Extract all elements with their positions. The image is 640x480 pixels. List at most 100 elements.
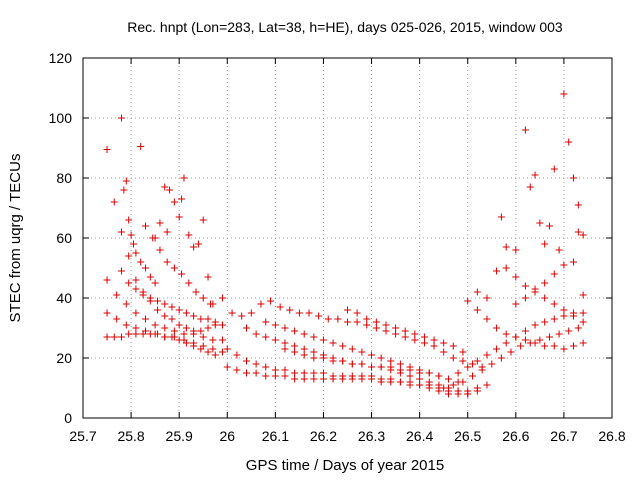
- data-point: [387, 357, 395, 365]
- data-point: [502, 330, 510, 338]
- data-point: [406, 381, 414, 389]
- data-point: [565, 327, 573, 335]
- data-point: [377, 363, 385, 371]
- data-point: [146, 330, 154, 338]
- data-point: [570, 258, 578, 266]
- data-point: [526, 183, 534, 191]
- data-point: [348, 360, 356, 368]
- y-tick-label: 80: [56, 170, 72, 186]
- x-tick-label: 26.8: [598, 428, 625, 444]
- data-point: [190, 330, 198, 338]
- data-point: [329, 357, 337, 365]
- data-point: [182, 309, 190, 317]
- data-point: [197, 345, 205, 353]
- data-point: [536, 336, 544, 344]
- data-point: [218, 348, 226, 356]
- data-point: [363, 315, 371, 323]
- data-point: [420, 339, 428, 347]
- data-point: [440, 339, 448, 347]
- data-point: [382, 321, 390, 329]
- data-point: [132, 276, 140, 284]
- x-tick-label: 26.5: [454, 428, 481, 444]
- data-point: [113, 291, 121, 299]
- x-tick-label: 26.2: [310, 428, 337, 444]
- data-point: [334, 315, 342, 323]
- data-point: [493, 324, 501, 332]
- data-point: [425, 378, 433, 386]
- data-point: [483, 381, 491, 389]
- data-point: [190, 312, 198, 320]
- data-point: [430, 342, 438, 350]
- data-point: [161, 300, 169, 308]
- data-point: [132, 330, 140, 338]
- data-point: [218, 336, 226, 344]
- data-point: [493, 267, 501, 275]
- data-point: [319, 354, 327, 362]
- data-point: [310, 369, 318, 377]
- data-point: [204, 315, 212, 323]
- data-point: [300, 375, 308, 383]
- data-point: [110, 198, 118, 206]
- grid: [83, 58, 612, 418]
- data-point: [416, 381, 424, 389]
- data-point: [271, 321, 279, 329]
- data-point: [305, 309, 313, 317]
- data-point: [339, 375, 347, 383]
- data-point: [324, 315, 332, 323]
- data-point: [243, 369, 251, 377]
- data-point: [555, 330, 563, 338]
- data-point: [154, 330, 162, 338]
- data-point: [502, 264, 510, 272]
- data-point: [574, 324, 582, 332]
- data-point: [310, 354, 318, 362]
- data-point: [560, 306, 568, 314]
- data-point: [125, 330, 133, 338]
- data-point: [368, 351, 376, 359]
- data-point: [550, 342, 558, 350]
- data-point: [211, 351, 219, 359]
- y-tick-label: 100: [49, 110, 73, 126]
- data-point: [521, 126, 529, 134]
- data-point: [182, 339, 190, 347]
- data-point: [550, 300, 558, 308]
- data-point: [262, 372, 270, 380]
- data-point: [502, 243, 510, 251]
- data-point: [406, 372, 414, 380]
- data-point: [440, 384, 448, 392]
- data-point: [377, 378, 385, 386]
- data-point: [170, 198, 178, 206]
- data-point: [291, 375, 299, 383]
- data-point: [129, 240, 137, 248]
- data-point: [175, 336, 183, 344]
- data-point: [170, 327, 178, 335]
- data-point: [411, 330, 419, 338]
- data-point: [142, 264, 150, 272]
- data-point: [497, 213, 505, 221]
- data-point: [163, 228, 171, 236]
- data-point: [469, 360, 477, 368]
- data-point: [137, 143, 145, 150]
- data-point: [204, 273, 212, 281]
- data-point: [281, 345, 289, 353]
- data-point: [348, 345, 356, 353]
- data-point: [122, 177, 130, 185]
- data-point: [363, 321, 371, 329]
- data-point: [151, 321, 159, 329]
- data-point: [315, 312, 323, 320]
- data-point: [425, 384, 433, 392]
- x-tick-label: 26.1: [262, 428, 289, 444]
- data-point: [396, 378, 404, 386]
- data-point: [291, 348, 299, 356]
- data-point: [281, 372, 289, 380]
- data-point: [497, 354, 505, 362]
- data-point: [185, 279, 193, 287]
- data-point: [473, 357, 481, 365]
- data-point: [125, 216, 133, 224]
- data-point: [449, 342, 457, 350]
- data-point: [541, 240, 549, 248]
- data-point: [392, 324, 400, 332]
- data-point: [168, 333, 176, 341]
- data-point: [560, 90, 568, 98]
- data-point: [387, 378, 395, 386]
